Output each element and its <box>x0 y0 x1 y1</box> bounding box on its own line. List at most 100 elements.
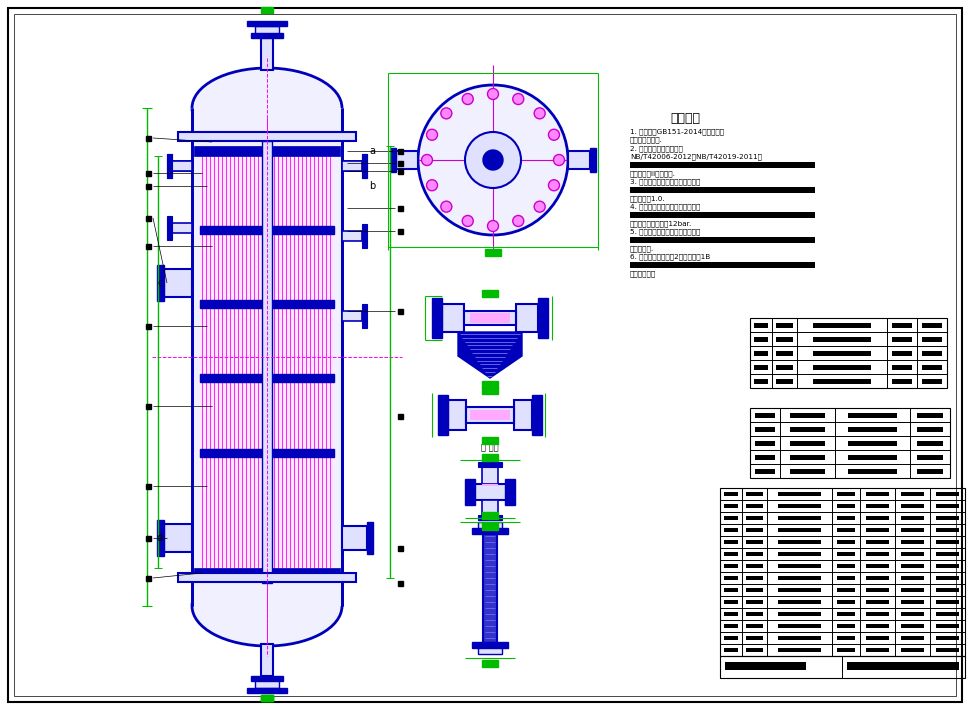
Bar <box>342 231 361 241</box>
Bar <box>745 515 762 520</box>
Bar <box>261 695 272 701</box>
Ellipse shape <box>464 132 520 188</box>
Bar <box>482 660 497 667</box>
Bar <box>482 512 497 519</box>
Ellipse shape <box>534 108 545 119</box>
Bar <box>777 564 820 569</box>
Bar <box>397 309 402 314</box>
Bar <box>723 515 737 520</box>
Bar <box>589 148 595 172</box>
Ellipse shape <box>426 180 437 191</box>
Bar <box>464 479 475 505</box>
Bar <box>255 26 279 33</box>
Bar <box>723 623 737 628</box>
Bar <box>629 212 814 218</box>
Bar <box>935 515 958 520</box>
Bar <box>836 503 855 508</box>
Bar <box>146 244 151 249</box>
Bar <box>922 364 941 369</box>
Bar <box>777 623 820 628</box>
Bar <box>745 576 762 580</box>
Bar <box>812 364 870 369</box>
Bar <box>900 528 922 532</box>
Bar <box>900 623 922 628</box>
Ellipse shape <box>547 129 559 141</box>
Bar <box>361 304 366 328</box>
Bar <box>723 648 737 652</box>
Bar <box>361 154 366 178</box>
Bar <box>251 676 283 681</box>
Bar <box>753 322 767 327</box>
Bar <box>723 576 737 580</box>
Bar <box>251 33 283 38</box>
Bar <box>261 7 272 13</box>
Text: 上 视图: 上 视图 <box>481 443 498 452</box>
Bar <box>200 300 333 308</box>
Bar <box>442 304 463 332</box>
Bar <box>397 161 402 166</box>
Text: 4. 管束组装后，整体管应进行淤水: 4. 管束组装后，整体管应进行淤水 <box>629 204 700 210</box>
Bar <box>200 374 333 383</box>
Bar <box>342 161 361 171</box>
Text: 的螺栓及螺母: 的螺栓及螺母 <box>629 270 656 277</box>
Bar <box>916 440 942 445</box>
Bar <box>900 588 922 592</box>
Text: 压漏试，试验压力为12bar.: 压漏试，试验压力为12bar. <box>629 220 692 226</box>
Ellipse shape <box>440 201 452 212</box>
Bar <box>724 662 805 670</box>
Bar <box>865 564 888 569</box>
Bar <box>482 523 497 530</box>
Bar <box>916 427 942 432</box>
Bar <box>172 223 192 233</box>
Bar <box>146 536 151 541</box>
Text: c: c <box>157 278 163 288</box>
Bar <box>361 224 366 248</box>
Bar <box>777 528 820 532</box>
Bar <box>836 528 855 532</box>
Bar <box>847 469 896 474</box>
Text: 2. 本容器所用的部件应按: 2. 本容器所用的部件应按 <box>629 145 682 152</box>
Bar <box>192 108 342 606</box>
Bar <box>753 351 767 356</box>
Text: 1. 本容器按GB151-2014（管式换热: 1. 本容器按GB151-2014（管式换热 <box>629 128 724 135</box>
Bar <box>777 648 820 652</box>
Bar <box>922 378 941 383</box>
Bar <box>472 528 508 534</box>
Bar <box>836 552 855 557</box>
Bar <box>629 262 814 268</box>
Bar <box>146 324 151 329</box>
Bar <box>935 611 958 616</box>
Bar <box>505 479 515 505</box>
Bar <box>723 635 737 640</box>
Bar <box>178 573 356 582</box>
Bar <box>836 576 855 580</box>
Bar <box>836 515 855 520</box>
Bar <box>478 462 502 467</box>
Bar <box>448 400 465 430</box>
Ellipse shape <box>487 89 498 99</box>
Bar <box>482 290 497 297</box>
Bar <box>463 311 516 325</box>
Bar <box>755 454 774 459</box>
Bar <box>745 611 762 616</box>
Bar <box>865 635 888 640</box>
Ellipse shape <box>547 180 559 191</box>
Bar <box>366 522 373 554</box>
Bar <box>745 564 762 569</box>
Bar <box>390 148 395 172</box>
Bar <box>482 454 497 461</box>
Bar <box>482 387 497 394</box>
Ellipse shape <box>422 155 432 165</box>
Bar <box>194 568 340 578</box>
Bar <box>753 337 767 342</box>
Bar <box>775 351 792 356</box>
Ellipse shape <box>418 85 568 235</box>
Bar <box>846 662 958 670</box>
Bar <box>900 540 922 545</box>
Bar <box>812 351 870 356</box>
Text: NB/T42006-2012及NB/T42019-2011制: NB/T42006-2012及NB/T42019-2011制 <box>629 153 762 160</box>
Bar <box>836 564 855 569</box>
Bar <box>935 552 958 557</box>
Bar <box>470 410 510 420</box>
Bar <box>629 237 814 243</box>
